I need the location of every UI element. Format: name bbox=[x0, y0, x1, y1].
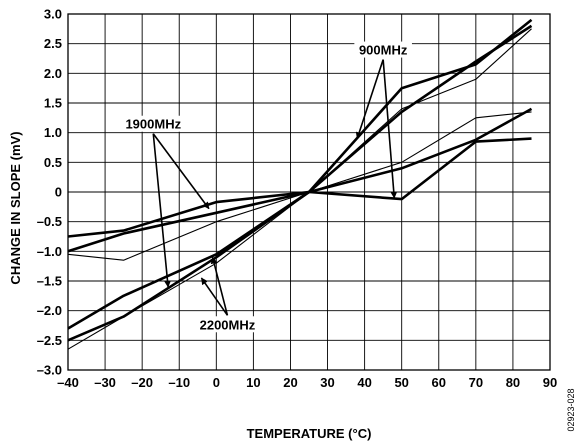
annotation-arrow bbox=[355, 59, 384, 140]
x-tick-label: 30 bbox=[320, 375, 334, 390]
x-tick-label: 80 bbox=[506, 375, 520, 390]
y-tick-labels: 3.0 2.5 2.0 1.5 1.0 0.5 0 –0.5 –1.0 –1.5 –2.0 –2.5 –… bbox=[37, 7, 62, 378]
x-tick-label: –40 bbox=[57, 375, 79, 390]
x-tick-label: –10 bbox=[168, 375, 190, 390]
annotation-background bbox=[194, 316, 261, 333]
y-tick-label: 1.5 bbox=[44, 96, 62, 111]
y-tick-label: –2.5 bbox=[37, 333, 62, 348]
annotation-background bbox=[120, 115, 187, 132]
annotation-arrow bbox=[152, 133, 210, 210]
y-tick-label: 1.0 bbox=[44, 125, 62, 140]
y-tick-label: –2.0 bbox=[37, 303, 62, 318]
annotation-label: 2200MHz bbox=[200, 317, 256, 332]
annotation-label: 900MHz bbox=[359, 43, 408, 58]
y-tick-label: 2.5 bbox=[44, 36, 62, 51]
y-tick-label: –0.5 bbox=[37, 214, 62, 229]
y-tick-label: 0 bbox=[55, 185, 62, 200]
annotation-arrow bbox=[382, 59, 398, 199]
x-tick-label: –30 bbox=[94, 375, 116, 390]
y-tick-label: 0.5 bbox=[44, 155, 62, 170]
x-tick-label: –20 bbox=[131, 375, 153, 390]
annotation-label: 1900MHz bbox=[125, 117, 181, 132]
y-tick-label: 3.0 bbox=[44, 7, 62, 22]
y-axis-title: CHANGE IN SLOPE (mV) bbox=[8, 131, 23, 284]
annotation-arrow bbox=[200, 277, 229, 316]
x-tick-label: 50 bbox=[394, 375, 408, 390]
series-line-2 bbox=[67, 111, 532, 261]
y-tick-label: –3.0 bbox=[37, 363, 62, 378]
x-tick-label: 10 bbox=[246, 375, 260, 390]
annotation-arrow bbox=[152, 133, 171, 288]
annotation-background bbox=[354, 41, 412, 58]
x-tick-label: 70 bbox=[469, 375, 483, 390]
x-tick-label: 0 bbox=[213, 375, 220, 390]
x-tick-label: 90 bbox=[543, 375, 557, 390]
annotations: 900MHz 1900MHz 2200MHz bbox=[120, 41, 412, 333]
figure-id-label: 02923-028 bbox=[566, 388, 576, 431]
y-tick-label: –1.5 bbox=[37, 274, 62, 289]
plot-frame bbox=[67, 13, 551, 371]
y-tick-label: 2.0 bbox=[44, 66, 62, 81]
annotation-arrow bbox=[210, 256, 229, 316]
x-tick-label: 20 bbox=[283, 375, 297, 390]
series-line-4 bbox=[67, 18, 533, 330]
x-tick-labels: –40 –30 –20 –10 0 10 20 30 40 50 60 70 80 90 bbox=[57, 375, 557, 390]
x-axis-title: TEMPERATURE (°C) bbox=[247, 426, 372, 441]
x-tick-label: 40 bbox=[357, 375, 371, 390]
y-tick-label: –1.0 bbox=[37, 244, 62, 259]
series-lines bbox=[67, 18, 533, 350]
x-tick-label: 60 bbox=[432, 375, 446, 390]
series-line-6 bbox=[67, 28, 532, 350]
